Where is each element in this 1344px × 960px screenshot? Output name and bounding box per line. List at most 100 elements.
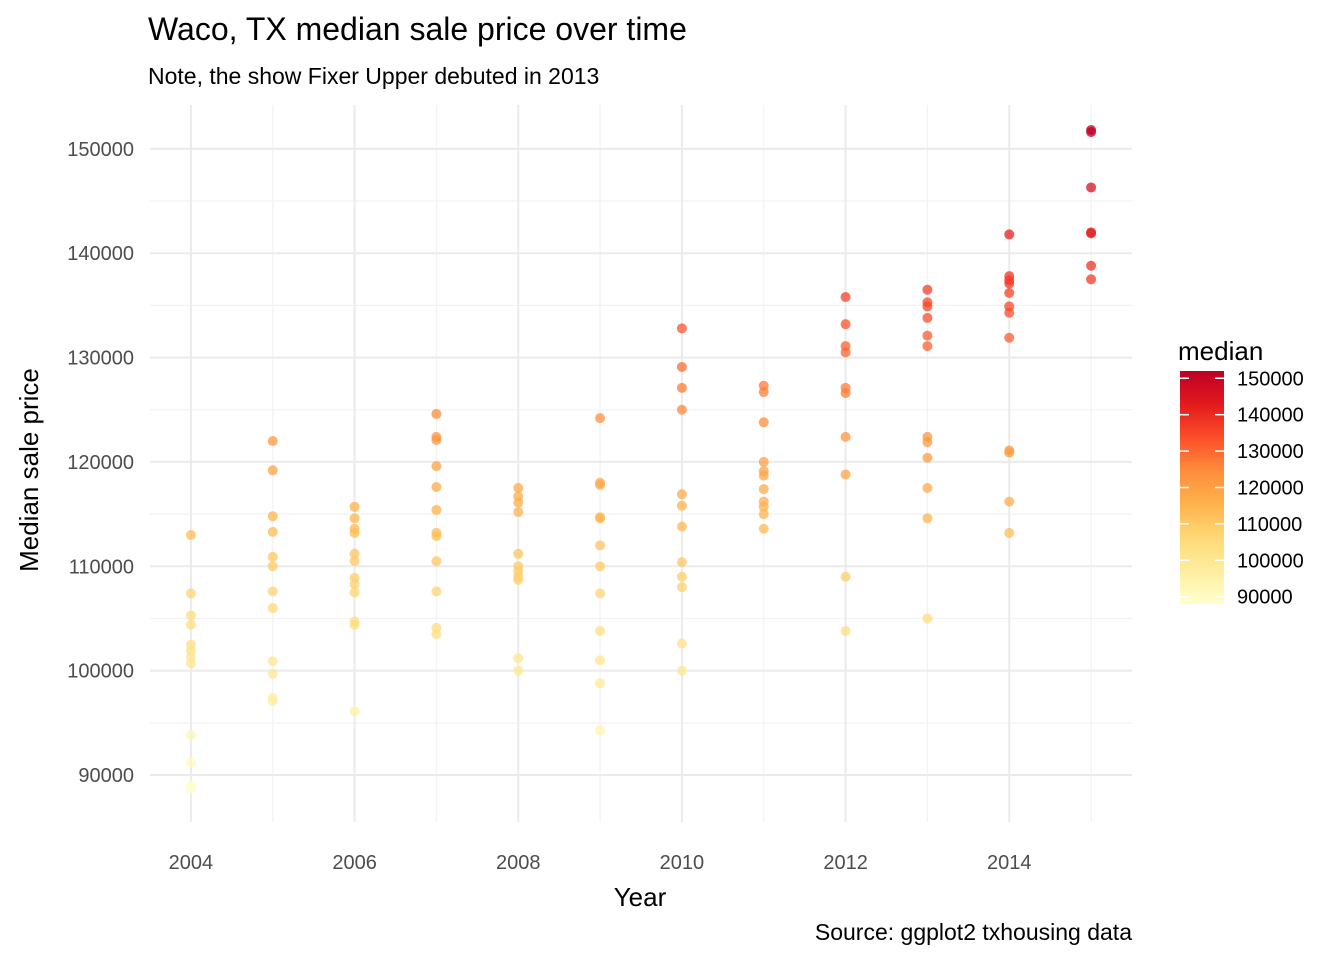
data-point bbox=[595, 413, 606, 424]
data-point bbox=[513, 483, 524, 494]
legend-label: 150000 bbox=[1237, 368, 1304, 390]
data-point bbox=[922, 301, 933, 312]
data-point bbox=[922, 284, 933, 295]
data-point bbox=[267, 465, 278, 476]
data-point bbox=[758, 387, 769, 398]
y-tick-label: 130000 bbox=[67, 348, 134, 370]
data-point bbox=[431, 435, 442, 446]
data-point bbox=[431, 556, 442, 567]
data-point bbox=[840, 347, 851, 358]
chart-subtitle: Note, the show Fixer Upper debuted in 20… bbox=[148, 63, 599, 89]
data-point bbox=[1086, 260, 1097, 271]
data-point bbox=[513, 497, 524, 508]
data-point bbox=[840, 292, 851, 303]
data-point bbox=[267, 695, 278, 706]
data-point bbox=[758, 509, 769, 520]
legend-label: 130000 bbox=[1237, 441, 1304, 463]
data-point bbox=[1004, 278, 1015, 289]
data-point bbox=[1004, 307, 1015, 318]
data-point bbox=[267, 656, 278, 667]
data-point bbox=[1086, 274, 1097, 285]
data-point bbox=[267, 436, 278, 447]
data-point bbox=[1086, 228, 1097, 239]
legend-label: 90000 bbox=[1237, 587, 1293, 609]
data-point bbox=[595, 588, 606, 599]
data-point bbox=[595, 626, 606, 637]
data-point bbox=[1004, 287, 1015, 298]
data-point bbox=[922, 312, 933, 323]
data-point bbox=[1004, 527, 1015, 538]
data-point bbox=[513, 653, 524, 664]
data-point bbox=[349, 513, 360, 524]
data-point bbox=[431, 408, 442, 419]
data-point bbox=[922, 613, 933, 624]
data-point bbox=[1004, 229, 1015, 240]
data-point bbox=[513, 574, 524, 585]
data-point bbox=[349, 501, 360, 512]
y-tick-label: 110000 bbox=[69, 556, 134, 578]
data-point bbox=[185, 757, 196, 768]
data-point bbox=[922, 437, 933, 448]
data-point bbox=[267, 526, 278, 537]
data-point bbox=[185, 658, 196, 669]
data-point bbox=[267, 586, 278, 597]
data-point bbox=[922, 341, 933, 352]
legend-ticks: 90000 100000 110000 120000 130000 140000 15000… bbox=[1180, 368, 1304, 609]
data-point bbox=[513, 548, 524, 559]
data-point bbox=[267, 668, 278, 679]
data-point bbox=[758, 470, 769, 481]
y-axis-tick-labels: 90000 100000 110000 120000 130000 140000 15000… bbox=[67, 139, 134, 787]
data-point bbox=[840, 319, 851, 330]
data-point bbox=[676, 500, 687, 511]
data-point bbox=[595, 561, 606, 572]
data-point bbox=[267, 603, 278, 614]
data-point bbox=[1086, 127, 1097, 138]
data-point bbox=[758, 501, 769, 512]
x-axis-title: Year bbox=[614, 882, 667, 912]
data-point bbox=[267, 511, 278, 522]
data-point bbox=[431, 481, 442, 492]
x-tick-label: 2004 bbox=[169, 852, 214, 874]
legend-title: median bbox=[1178, 336, 1263, 366]
data-points bbox=[185, 125, 1097, 794]
data-point bbox=[840, 626, 851, 637]
data-point bbox=[922, 513, 933, 524]
data-point bbox=[676, 323, 687, 334]
data-point bbox=[676, 361, 687, 372]
legend-label: 110000 bbox=[1237, 514, 1302, 536]
data-point bbox=[840, 431, 851, 442]
data-point bbox=[595, 678, 606, 689]
y-tick-label: 100000 bbox=[67, 661, 134, 683]
y-tick-label: 120000 bbox=[67, 452, 134, 474]
data-point bbox=[840, 469, 851, 480]
data-point bbox=[758, 456, 769, 467]
color-legend: median 90000 100000 110000 120000 130000 1400… bbox=[1178, 336, 1304, 609]
gridlines bbox=[150, 105, 1132, 822]
data-point bbox=[676, 665, 687, 676]
data-point bbox=[922, 330, 933, 341]
data-point bbox=[349, 706, 360, 717]
data-point bbox=[676, 582, 687, 593]
data-point bbox=[676, 404, 687, 415]
legend-label: 140000 bbox=[1237, 405, 1304, 427]
data-point bbox=[758, 523, 769, 534]
data-point bbox=[922, 483, 933, 494]
x-tick-label: 2010 bbox=[660, 852, 705, 874]
data-point bbox=[840, 388, 851, 399]
data-point bbox=[676, 382, 687, 393]
data-point bbox=[349, 556, 360, 567]
y-axis-title: Median sale price bbox=[14, 368, 44, 572]
data-point bbox=[595, 540, 606, 551]
data-point bbox=[431, 586, 442, 597]
data-point bbox=[595, 479, 606, 490]
data-point bbox=[185, 610, 196, 621]
data-point bbox=[595, 655, 606, 666]
x-tick-label: 2012 bbox=[823, 852, 868, 874]
data-point bbox=[431, 531, 442, 542]
chart-title: Waco, TX median sale price over time bbox=[148, 11, 687, 47]
data-point bbox=[1004, 496, 1015, 507]
data-point bbox=[1086, 182, 1097, 193]
data-point bbox=[185, 588, 196, 599]
x-tick-label: 2014 bbox=[987, 852, 1032, 874]
